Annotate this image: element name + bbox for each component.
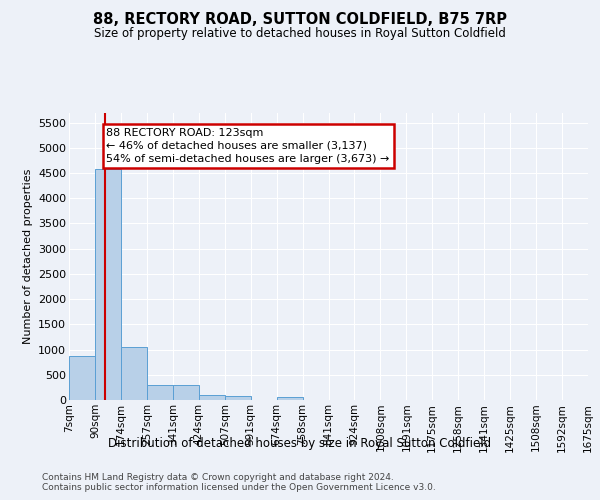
Bar: [277, 398, 302, 400]
Bar: [147, 386, 173, 400]
Bar: [69, 356, 95, 400]
Text: Distribution of detached houses by size in Royal Sutton Coldfield: Distribution of detached houses by size …: [109, 438, 491, 450]
Bar: [173, 386, 199, 400]
Text: Size of property relative to detached houses in Royal Sutton Coldfield: Size of property relative to detached ho…: [94, 28, 506, 40]
Text: Contains public sector information licensed under the Open Government Licence v3: Contains public sector information licen…: [42, 484, 436, 492]
Text: 88, RECTORY ROAD, SUTTON COLDFIELD, B75 7RP: 88, RECTORY ROAD, SUTTON COLDFIELD, B75 …: [93, 12, 507, 28]
Y-axis label: Number of detached properties: Number of detached properties: [23, 168, 32, 344]
Text: 88 RECTORY ROAD: 123sqm
← 46% of detached houses are smaller (3,137)
54% of semi: 88 RECTORY ROAD: 123sqm ← 46% of detache…: [106, 128, 390, 164]
Bar: [121, 346, 147, 400]
Bar: [95, 170, 121, 400]
Bar: [199, 396, 224, 400]
Text: Contains HM Land Registry data © Crown copyright and database right 2024.: Contains HM Land Registry data © Crown c…: [42, 472, 394, 482]
Bar: [225, 396, 251, 400]
